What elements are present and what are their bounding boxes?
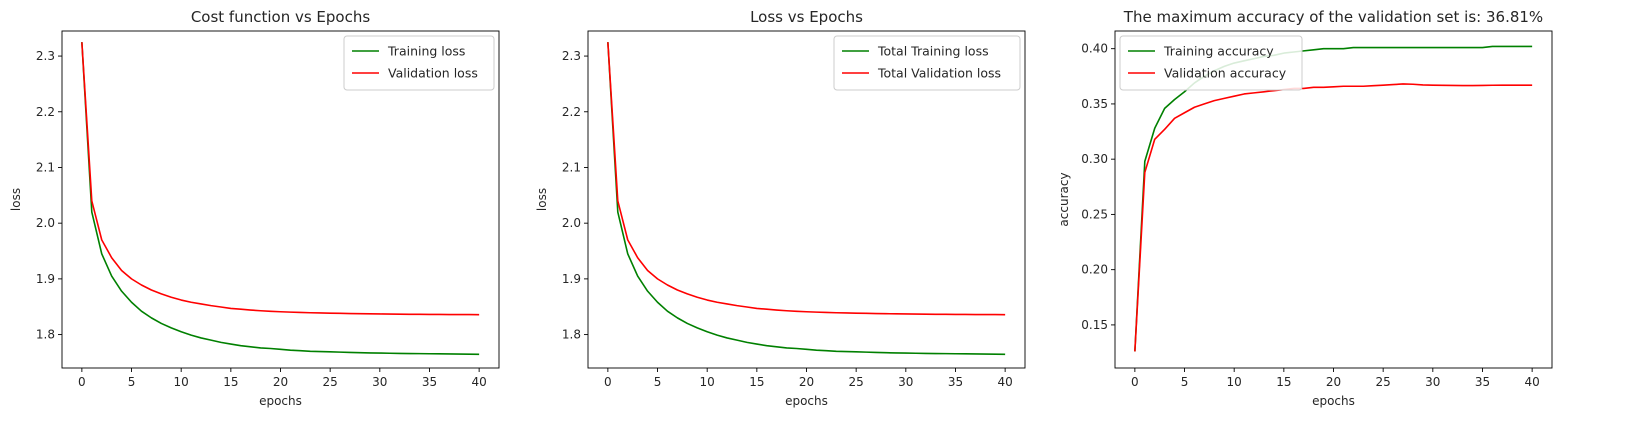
x-tick-label: 15 [223,375,238,389]
x-tick-label: 15 [749,375,764,389]
x-tick-label: 10 [1227,375,1242,389]
chart-title: The maximum accuracy of the validation s… [1123,8,1543,26]
x-tick-label: 20 [1326,375,1341,389]
series-line-training-loss [81,42,480,356]
x-tick-label: 25 [323,375,338,389]
y-tick-label: 2.0 [36,216,55,230]
y-tick-label: 0.20 [1081,263,1108,277]
x-tick-label: 20 [273,375,288,389]
y-tick-label: 0.15 [1081,318,1108,332]
x-axis-label: epochs [1312,394,1355,408]
x-tick-label: 35 [422,375,437,389]
y-tick-label: 2.2 [36,105,55,119]
x-tick-label: 35 [1475,375,1490,389]
series-line-total-validation-loss [607,42,1006,316]
y-tick-label: 0.40 [1081,42,1108,56]
y-tick-label: 1.9 [562,272,581,286]
chart-panel-cost: Cost function vs Epochs 0 5 10 15 20 25 30 35 40 1… [9,8,500,408]
legend-label: Training loss [387,44,465,59]
x-tick-label: 40 [471,375,486,389]
legend-label: Validation accuracy [1164,66,1287,81]
x-tick-label: 25 [849,375,864,389]
chart-title: Cost function vs Epochs [191,8,371,26]
series-line-validation-loss [81,42,480,316]
y-tick-label: 2.0 [562,216,581,230]
x-tick-label: 25 [1376,375,1391,389]
x-tick-label: 10 [174,375,189,389]
x-tick-label: 30 [1425,375,1440,389]
legend-label: Total Training loss [877,44,989,59]
x-tick-label: 20 [799,375,814,389]
series-line-total-training-loss [607,42,1006,356]
legend-box [343,35,495,91]
x-tick-label: 0 [604,375,612,389]
x-axis-label: epochs [259,394,302,408]
y-axis-label: loss [535,188,549,211]
x-tick-label: 30 [898,375,913,389]
chart-panel-accuracy: The maximum accuracy of the validation s… [1057,8,1553,408]
legend: Training loss Validation loss [343,35,495,91]
legend: Training accuracy Validation accuracy [1119,35,1303,91]
x-tick-label: 30 [372,375,387,389]
x-tick-label: 0 [1131,375,1139,389]
y-tick-label: 2.1 [562,160,581,174]
legend: Total Training loss Total Validation loss [833,35,1021,91]
series-line-training-accuracy [1134,45,1533,352]
y-tick-label: 0.25 [1081,207,1108,221]
y-axis-label: loss [9,188,23,211]
series-line-validation-accuracy [1134,83,1533,352]
y-tick-label: 2.1 [36,160,55,174]
legend-box [833,35,1021,91]
y-tick-label: 2.2 [562,105,581,119]
x-tick-label: 40 [1524,375,1539,389]
y-tick-label: 2.3 [36,49,55,63]
x-tick-label: 5 [654,375,662,389]
x-tick-label: 35 [948,375,963,389]
x-tick-label: 0 [78,375,86,389]
y-tick-label: 0.35 [1081,97,1108,111]
y-tick-label: 1.9 [36,272,55,286]
legend-label: Total Validation loss [877,66,1001,81]
legend-label: Training accuracy [1163,44,1274,59]
y-tick-label: 1.8 [36,328,55,342]
x-tick-label: 10 [700,375,715,389]
y-tick-label: 2.3 [562,49,581,63]
y-axis-label: accuracy [1057,172,1071,226]
y-tick-label: 0.30 [1081,152,1108,166]
chart-title: Loss vs Epochs [750,8,863,26]
x-tick-label: 40 [997,375,1012,389]
x-axis-label: epochs [785,394,828,408]
x-tick-label: 15 [1276,375,1291,389]
chart-panel-loss: Loss vs Epochs 0 5 10 15 20 25 30 35 40 1.8 1.9 2.0 2… [535,8,1026,408]
legend-label: Validation loss [388,66,478,81]
legend-box [1119,35,1303,91]
y-tick-label: 1.8 [562,328,581,342]
x-tick-label: 5 [1181,375,1189,389]
x-tick-label: 5 [128,375,136,389]
